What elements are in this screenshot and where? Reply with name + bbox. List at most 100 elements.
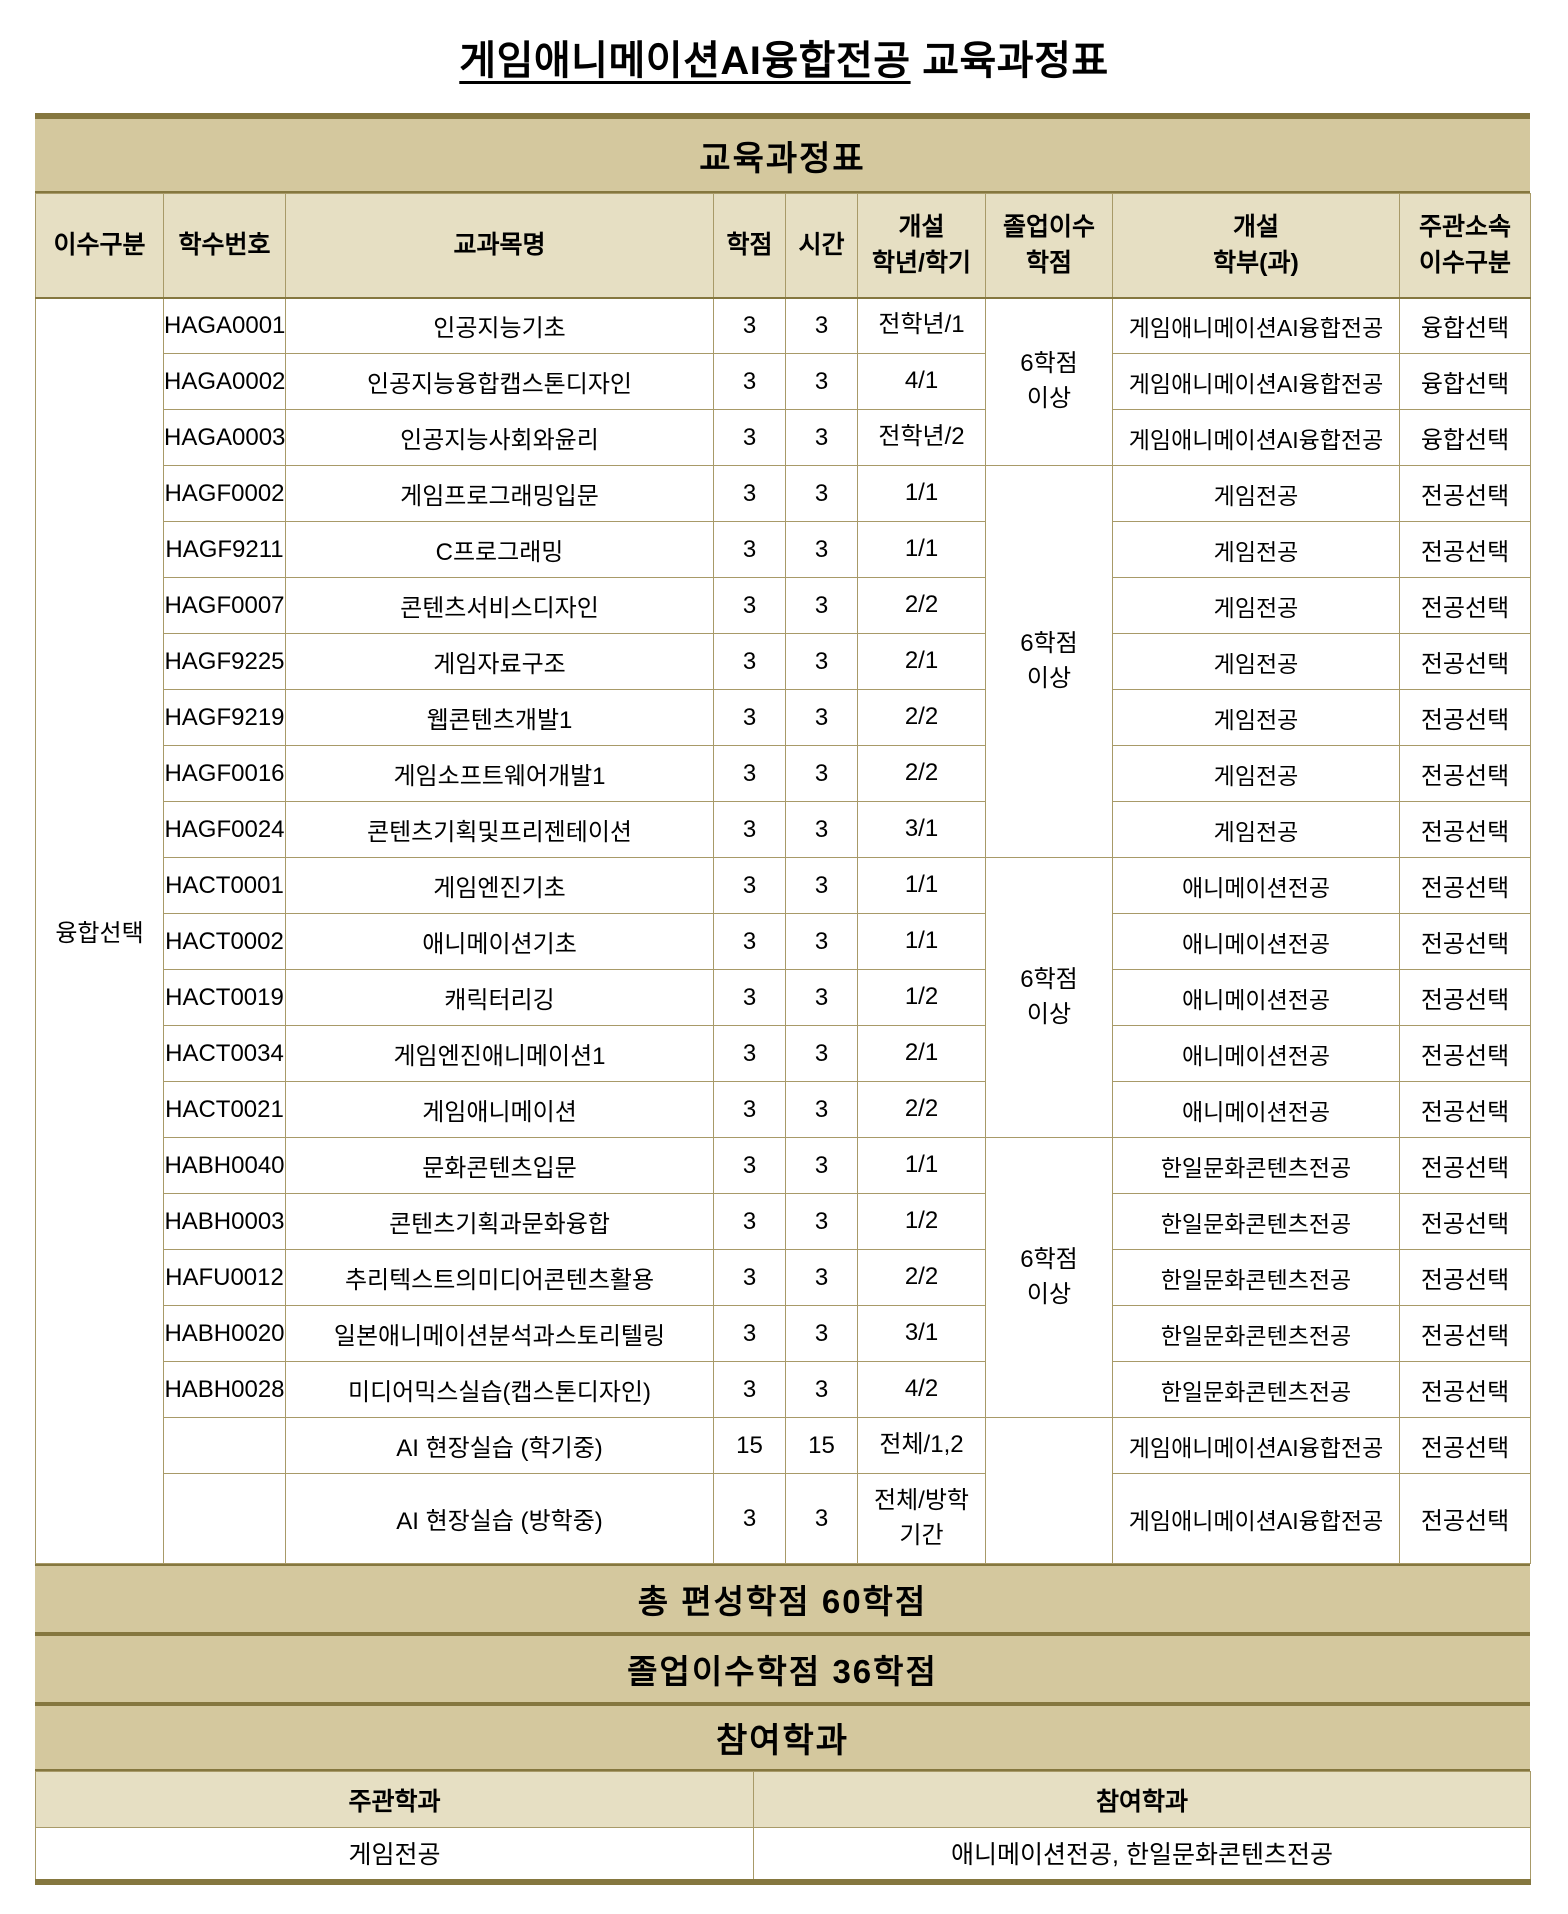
- semester-cell: 2/2: [857, 577, 986, 634]
- course-name-cell: 콘텐츠서비스디자인: [285, 577, 714, 634]
- completion-type-cell: 전공선택: [1399, 1193, 1531, 1250]
- course-name-cell: 콘텐츠기획및프리젠테이션: [285, 801, 714, 858]
- header-hours: 시간: [785, 193, 858, 299]
- supervising-department-header: 주관학과: [35, 1771, 754, 1828]
- page-title-suffix: 교육과정표: [910, 38, 1109, 83]
- semester-cell: 2/2: [857, 1081, 986, 1138]
- credits-cell: 3: [713, 801, 786, 858]
- hours-cell: 3: [785, 1305, 858, 1362]
- hours-cell: 15: [785, 1417, 858, 1474]
- curriculum-sheet: 교육과정표 이수구분 학수번호 교과목명 학점 시간 개설 학년/학기 졸업이수…: [35, 113, 1531, 1885]
- department-cell: 게임애니메이션AI융합전공: [1112, 1473, 1400, 1564]
- course-code-cell: HABH0020: [163, 1305, 286, 1362]
- department-cell: 게임전공: [1112, 801, 1400, 858]
- header-completion-category: 이수구분: [35, 193, 164, 299]
- course-row: HABH0028 미디어믹스실습(캡스톤디자인) 3 3 4/2 한일문화콘텐츠전공 전공선…: [36, 1361, 1531, 1418]
- graduation-credits-cell: 6학점 이상: [985, 465, 1113, 858]
- course-row: 융합선택 HAGA0001 인공지능기초 3 3 전학년/1 6학점 이상 게임애니메이션AI…: [35, 297, 1531, 1564]
- completion-type-cell: 전공선택: [1399, 577, 1531, 634]
- course-code-cell: [163, 1417, 286, 1474]
- participating-department-header: 참여학과: [753, 1771, 1531, 1828]
- course-row: HABH0003 콘텐츠기획과문화융합 3 3 1/2 한일문화콘텐츠전공 전공선택: [36, 1193, 1531, 1250]
- department-cell: 게임전공: [1112, 465, 1400, 522]
- credits-cell: 3: [713, 1193, 786, 1250]
- credits-cell: 3: [713, 913, 786, 970]
- course-code-cell: HACT0002: [163, 913, 286, 970]
- course-code-cell: HAGF9211: [163, 521, 286, 578]
- credits-cell: 3: [713, 689, 786, 746]
- department-cell: 애니메이션전공: [1112, 1081, 1400, 1138]
- course-row: HABH0020 일본애니메이션분석과스토리텔링 3 3 3/1 한일문화콘텐츠전공 전공선…: [36, 1305, 1531, 1362]
- hours-cell: 3: [785, 1193, 858, 1250]
- header-offered-semester: 개설 학년/학기: [857, 193, 986, 299]
- course-code-cell: [163, 1473, 286, 1564]
- hours-cell: 3: [785, 745, 858, 802]
- header-offering-department: 개설 학부(과): [1112, 193, 1400, 299]
- course-code-cell: HAGA0003: [163, 409, 286, 466]
- completion-type-cell: 전공선택: [1399, 1361, 1531, 1418]
- participation-table: 주관학과 참여학과 게임전공 애니메이션전공, 한일문화콘텐츠전공: [35, 1771, 1531, 1885]
- hours-cell: 3: [785, 689, 858, 746]
- hours-cell: 3: [785, 1249, 858, 1306]
- completion-type-cell: 전공선택: [1399, 801, 1531, 858]
- completion-type-cell: 전공선택: [1399, 1081, 1531, 1138]
- course-row: HAGF0007 콘텐츠서비스디자인 3 3 2/2 게임전공 전공선택: [36, 577, 1531, 634]
- course-row: HAGA0002 인공지능융합캡스톤디자인 3 3 4/1 게임애니메이션AI융합전공 융합…: [36, 353, 1531, 410]
- total-credits-text: 총 편성학점 60학점: [637, 1583, 928, 1620]
- completion-type-cell: 전공선택: [1399, 913, 1531, 970]
- completion-type-cell: 전공선택: [1399, 1137, 1531, 1194]
- credits-cell: 3: [713, 857, 786, 914]
- hours-cell: 3: [785, 1025, 858, 1082]
- course-name-cell: AI 현장실습 (방학중): [285, 1473, 714, 1564]
- semester-cell: 1/1: [857, 465, 986, 522]
- course-name-cell: 콘텐츠기획과문화융합: [285, 1193, 714, 1250]
- course-row: HABH0040 문화콘텐츠입문 3 3 1/1 6학점 이상 한일문화콘텐츠전공 전공선택: [36, 1137, 1531, 1418]
- department-cell: 게임애니메이션AI융합전공: [1112, 1417, 1400, 1474]
- credits-cell: 3: [713, 969, 786, 1026]
- completion-type-cell: 전공선택: [1399, 465, 1531, 522]
- course-row: HACT0019 캐릭터리깅 3 3 1/2 애니메이션전공 전공선택: [36, 969, 1531, 1026]
- course-code-cell: HACT0034: [163, 1025, 286, 1082]
- department-cell: 한일문화콘텐츠전공: [1112, 1137, 1400, 1194]
- department-cell: 게임애니메이션AI융합전공: [1112, 353, 1400, 410]
- completion-type-cell: 전공선택: [1399, 521, 1531, 578]
- hours-cell: 3: [785, 297, 858, 354]
- course-code-cell: HACT0019: [163, 969, 286, 1026]
- course-name-cell: 인공지능융합캡스톤디자인: [285, 353, 714, 410]
- credits-cell: 15: [713, 1417, 786, 1474]
- course-code-cell: HAGF0016: [163, 745, 286, 802]
- course-row: HAGF9225 게임자료구조 3 3 2/1 게임전공 전공선택: [36, 633, 1531, 690]
- semester-cell: 1/1: [857, 857, 986, 914]
- header-course-name: 교과목명: [285, 193, 714, 299]
- course-name-cell: AI 현장실습 (학기중): [285, 1417, 714, 1474]
- participation-data-row: 게임전공 애니메이션전공, 한일문화콘텐츠전공: [35, 1827, 1531, 1882]
- hours-cell: 3: [785, 913, 858, 970]
- hours-cell: 3: [785, 1137, 858, 1194]
- category-cell: 융합선택: [35, 297, 164, 1564]
- course-name-cell: 캐릭터리깅: [285, 969, 714, 1026]
- completion-type-cell: 전공선택: [1399, 1025, 1531, 1082]
- course-code-cell: HAGF9219: [163, 689, 286, 746]
- course-row: HACT0001 게임엔진기초 3 3 1/1 6학점 이상 애니메이션전공 전공선택: [36, 857, 1531, 1138]
- course-code-cell: HABH0040: [163, 1137, 286, 1194]
- department-cell: 게임전공: [1112, 521, 1400, 578]
- semester-cell: 1/2: [857, 1193, 986, 1250]
- completion-type-cell: 전공선택: [1399, 1305, 1531, 1362]
- course-row: HAGF9219 웹콘텐츠개발1 3 3 2/2 게임전공 전공선택: [36, 689, 1531, 746]
- header-graduation-credits: 졸업이수 학점: [985, 193, 1113, 299]
- course-row: HAFU0012 추리텍스트의미디어콘텐츠활용 3 3 2/2 한일문화콘텐츠전공 전공선택: [36, 1249, 1531, 1306]
- credits-cell: 3: [713, 1137, 786, 1194]
- participation-band-title: 참여학과: [715, 1722, 850, 1760]
- course-code-cell: HABH0028: [163, 1361, 286, 1418]
- credits-cell: 3: [713, 353, 786, 410]
- course-code-cell: HAGF0007: [163, 577, 286, 634]
- department-cell: 한일문화콘텐츠전공: [1112, 1249, 1400, 1306]
- participating-department-value: 애니메이션전공, 한일문화콘텐츠전공: [753, 1827, 1531, 1882]
- department-cell: 게임전공: [1112, 689, 1400, 746]
- semester-cell: 2/2: [857, 1249, 986, 1306]
- table-title: 교육과정표: [699, 139, 866, 178]
- course-row: HAGF9211 C프로그래밍 3 3 1/1 게임전공 전공선택: [36, 521, 1531, 578]
- course-name-cell: 게임엔진애니메이션1: [285, 1025, 714, 1082]
- semester-cell: 1/1: [857, 913, 986, 970]
- course-code-cell: HAGA0001: [163, 297, 286, 354]
